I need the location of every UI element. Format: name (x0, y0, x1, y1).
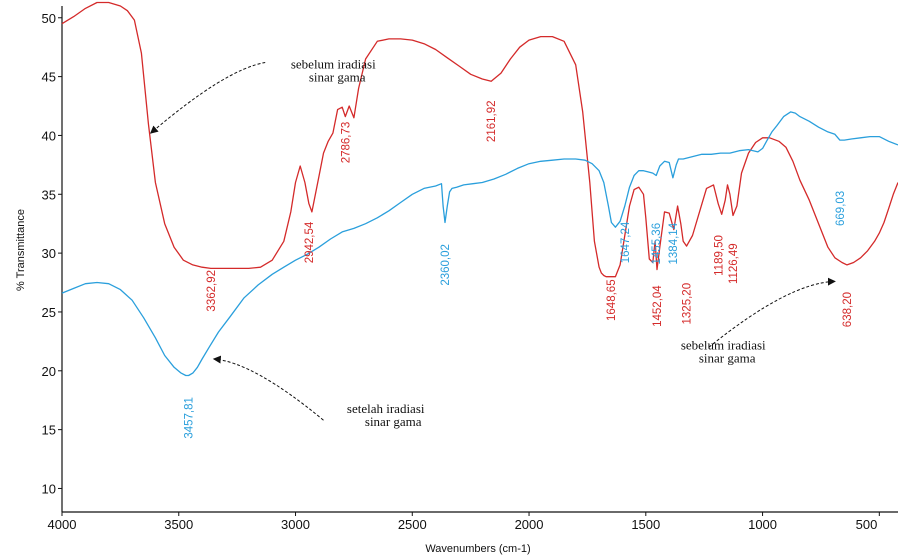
y-tick-label: 50 (42, 11, 56, 26)
peak-label: 2161,92 (486, 101, 498, 143)
y-tick-label: 40 (42, 128, 56, 143)
series-line-after (61, 111, 898, 377)
annotation-text: sinar gama (365, 414, 422, 429)
peak-label: 1189,50 (713, 235, 725, 276)
peak-label: 1126,49 (728, 243, 740, 284)
peak-label: 3457,81 (184, 397, 196, 439)
x-tick-label: 500 (856, 517, 878, 532)
series-line-before (61, 1, 898, 278)
peak-label: 3362,92 (206, 270, 218, 312)
peak-label: 2942,54 (304, 221, 316, 263)
annotation-arrow (708, 277, 836, 348)
annotation-text: sebelum iradiasi (681, 338, 766, 353)
peak-label: 2786,73 (340, 122, 352, 164)
y-tick-label: 20 (42, 364, 56, 379)
y-tick-label: 35 (42, 187, 56, 202)
x-tick-label: 1500 (631, 517, 660, 532)
annotation-text: sinar gama (699, 351, 756, 366)
peak-label: 638,20 (842, 292, 854, 327)
axes: 10 15 20 25 30 35 40 45 50 4000 3500 3000 2500 2000 15… (42, 6, 898, 532)
x-tick-label: 4000 (48, 517, 77, 532)
x-tick-label: 3000 (281, 517, 310, 532)
peak-label: 2360,02 (440, 244, 452, 286)
peak-label: 1455,36 (651, 223, 663, 265)
x-tick-label: 2000 (515, 517, 544, 532)
annotation-text: sinar gama (309, 69, 366, 84)
x-tick-label: 1000 (748, 517, 777, 532)
x-tick-label: 3500 (164, 517, 193, 532)
peak-label: 1384,14 (668, 222, 680, 264)
x-axis-title: Wavenumbers (cm-1) (425, 543, 530, 555)
y-tick-label: 30 (42, 246, 56, 261)
annotation-text: sebelum iradiasi (291, 56, 376, 71)
series-lines (61, 1, 898, 377)
y-tick-label: 10 (42, 481, 56, 496)
peak-label: 1325,20 (682, 283, 694, 325)
x-tick-label: 2500 (398, 517, 427, 532)
peak-label: 669,03 (835, 191, 847, 226)
annotation-text: setelah iradiasi (347, 401, 425, 416)
y-tick-label: 15 (42, 423, 56, 438)
y-tick-label: 25 (42, 305, 56, 320)
y-tick-label: 45 (42, 70, 56, 85)
peak-label: 1648,65 (606, 279, 618, 321)
peak-label: 1647,24 (620, 221, 632, 263)
annotation-arrow (149, 62, 266, 134)
annotation-arrow (212, 355, 324, 421)
peak-label: 1452,04 (652, 285, 664, 327)
peak-labels: 3362,92 2942,54 2786,73 2161,92 1648,65 1647,… (184, 101, 854, 439)
y-axis-title: % Transmittance (15, 209, 27, 291)
